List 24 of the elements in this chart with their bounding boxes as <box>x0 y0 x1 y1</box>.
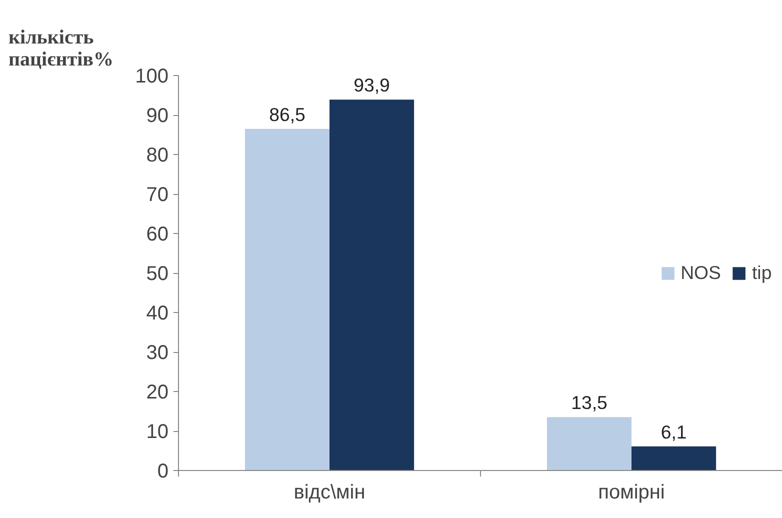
legend-label: NOS <box>680 262 721 284</box>
data-label: 13,5 <box>571 392 608 414</box>
y-tick-label: 0 <box>157 460 168 482</box>
y-tick-label: 80 <box>146 144 169 166</box>
y-tick-label: 50 <box>146 263 169 285</box>
y-axis-title: кількість пацієнтів% <box>8 26 114 70</box>
y-tick-label: 30 <box>146 342 169 364</box>
y-tick-label: 70 <box>146 184 169 206</box>
data-label: 86,5 <box>269 104 306 125</box>
bar <box>244 128 330 470</box>
legend-label: tip <box>752 262 772 284</box>
y-tick-label: 20 <box>146 382 169 404</box>
bar <box>546 417 632 470</box>
y-tick-label: 100 <box>135 66 169 88</box>
bar <box>330 100 414 470</box>
y-tick-label: 60 <box>146 224 169 246</box>
x-tick-label: помірні <box>598 482 665 504</box>
y-tick-label: 10 <box>146 421 169 443</box>
data-label: 93,9 <box>354 74 390 96</box>
y-tick-label: 90 <box>146 105 169 127</box>
data-label: 6,1 <box>660 421 687 442</box>
y-tick-label: 40 <box>146 302 169 324</box>
bar <box>632 446 716 470</box>
x-tick-label: відс\мін <box>294 482 366 504</box>
